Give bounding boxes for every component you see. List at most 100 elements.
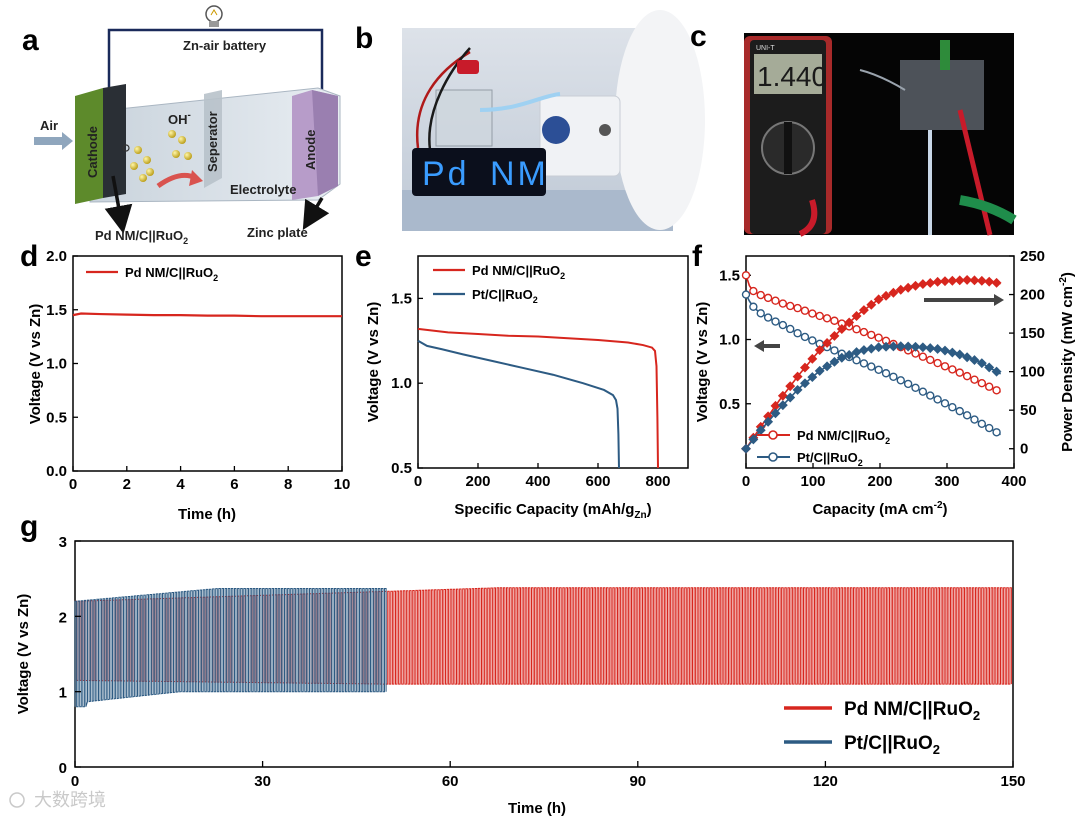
series-f-marker-1-2 <box>756 309 765 318</box>
schematic-title: Zn-air battery <box>183 38 267 53</box>
series-f-marker-1-24 <box>918 387 928 396</box>
panel-b: b Pd NM <box>355 10 705 231</box>
x-tick-label-e-2: 400 <box>525 473 550 490</box>
series-f-marker-1-23 <box>911 383 920 392</box>
series-f-marker-0-4 <box>771 296 780 305</box>
y-tick-label-d-3: 1.5 <box>46 302 67 319</box>
series-f-marker-1-12 <box>830 346 839 355</box>
x-tick-label-e-1: 200 <box>465 473 490 490</box>
series-e-line-0 <box>417 327 659 469</box>
x-axis-label-f: Capacity (mA cm-2) <box>812 500 947 518</box>
series-f-marker-2-13 <box>836 324 847 334</box>
legend-e-label-1: Pd NM/C||RuO2 <box>472 263 565 281</box>
right-axis-arrow-icon <box>924 294 1004 306</box>
series-f-marker-1-5 <box>778 320 788 330</box>
bulb-icon <box>205 5 223 27</box>
series-f-marker-2-18 <box>873 294 884 305</box>
x-tick-label-g-3: 90 <box>629 773 646 790</box>
series-f-marker-3-11 <box>822 361 833 372</box>
photo-c-cell <box>900 60 984 130</box>
cathode-pointer-arrow-icon <box>104 175 133 234</box>
series-f-marker-1-4 <box>771 317 780 326</box>
air-label: Air <box>40 118 58 133</box>
series-f-marker-1-29 <box>955 406 964 416</box>
series-f-marker-3-7 <box>792 384 803 395</box>
legend-d: Pd NM/C||RuO2 <box>86 265 218 283</box>
axes-frame-d <box>72 255 343 472</box>
series-f-marker-1-17 <box>867 362 876 371</box>
axis-ticks-g: 0 30 60 90 120 150 0 1 2 3 <box>59 534 1026 790</box>
series-f-marker-2-7 <box>792 371 803 382</box>
y-right-tick-label-f-5: 250 <box>1020 248 1045 265</box>
series-f-marker-2-16 <box>858 305 869 316</box>
series-f-marker-0-32 <box>977 379 987 388</box>
series-f <box>741 271 1002 454</box>
series-d-line-0 <box>72 312 342 318</box>
series-f-marker-0-29 <box>955 368 964 377</box>
panel-label-c: c <box>690 20 707 53</box>
series-f-marker-0-25 <box>926 355 935 365</box>
panel-label-f: f <box>692 240 703 273</box>
panel-e: e 0 200 400 600 800 0.5 1.0 1.5 Specific Capaci… <box>355 240 689 521</box>
series-f-marker-0-18 <box>874 333 883 342</box>
y-tick-label-d-2: 1.0 <box>46 356 67 373</box>
legend-d-label-1: Pd NM/C||RuO2 <box>125 265 218 283</box>
series-f-marker-3-4 <box>770 408 781 419</box>
series-f-marker-1-6 <box>786 324 795 334</box>
series-f-marker-0-15 <box>852 325 861 334</box>
multimeter-reading: 1.440 <box>757 61 827 92</box>
series-f-marker-2-32 <box>976 275 987 286</box>
series-f-marker-0-2 <box>756 290 765 300</box>
x-tick-label-e-4: 800 <box>645 473 670 490</box>
x-tick-label-g-1: 30 <box>254 773 271 790</box>
catalyst-particles <box>122 130 192 182</box>
x-tick-label-f-3: 300 <box>934 473 959 490</box>
series-f-marker-2-21 <box>895 284 906 295</box>
series-f-marker-3-0 <box>741 443 751 454</box>
series-f-marker-3-22 <box>903 341 914 352</box>
y-tick-label-e-1: 1.0 <box>391 375 412 392</box>
series-f-marker-3-13 <box>836 352 847 363</box>
ion-label: OH- <box>168 110 191 127</box>
legend-g-label-1: Pd NM/C||RuO2 <box>844 699 980 723</box>
panel-f: f 0 100 200 300 4000.51.01.5050100150200250 … <box>692 240 1076 518</box>
series-f-marker-2-14 <box>844 317 855 328</box>
x-axis-label-g: Time (h) <box>508 800 566 817</box>
y-axis-label-e: Voltage (V vs Zn) <box>365 302 382 423</box>
series-f-marker-0-17 <box>867 330 876 340</box>
series-f-marker-3-25 <box>925 343 936 354</box>
series-f-marker-3-15 <box>851 347 862 358</box>
x-tick-label-d-4: 8 <box>284 476 292 493</box>
series-f-marker-2-15 <box>851 311 862 321</box>
y-axis-label-d: Voltage (V vs Zn) <box>27 304 44 425</box>
x-axis-label-d: Time (h) <box>178 506 236 523</box>
panel-c: c 1.440 UNI-T <box>690 20 1017 237</box>
series-f-marker-1-16 <box>859 359 869 368</box>
series-f-marker-3-8 <box>800 378 810 389</box>
x-tick-label-g-4: 120 <box>813 773 838 790</box>
series-f-marker-1-27 <box>940 399 950 408</box>
series-f-marker-2-31 <box>969 275 980 286</box>
y-tick-label-g-3: 3 <box>59 534 67 551</box>
y-tick-label-f-1: 1.0 <box>719 332 740 349</box>
series-f-marker-2-12 <box>829 330 840 341</box>
y-axis-right-label-f: Power Density (mW cm-2) <box>1058 272 1076 452</box>
series-f-marker-2-26 <box>932 276 943 287</box>
y-tick-label-d-4: 2.0 <box>46 248 67 265</box>
anode-pointer-arrow-icon <box>302 197 330 231</box>
x-tick-label-f-2: 200 <box>867 473 892 490</box>
series-f-marker-2-8 <box>800 362 810 373</box>
series-f-marker-1-21 <box>896 376 905 385</box>
series-f-marker-2-4 <box>770 400 781 411</box>
series-f-marker-3-17 <box>866 343 877 354</box>
watermark-logo-icon <box>9 792 25 808</box>
series-f-marker-0-33 <box>985 382 994 391</box>
y-tick-label-e-2: 1.5 <box>391 290 412 307</box>
x-tick-label-d-2: 4 <box>176 476 185 493</box>
series-f-marker-2-20 <box>888 287 899 298</box>
series-g <box>74 587 1012 708</box>
series-f-marker-2-24 <box>917 279 928 290</box>
series-f-marker-3-18 <box>873 342 884 353</box>
series-f-marker-1-7 <box>793 329 802 338</box>
series-f-marker-0-30 <box>962 371 972 381</box>
